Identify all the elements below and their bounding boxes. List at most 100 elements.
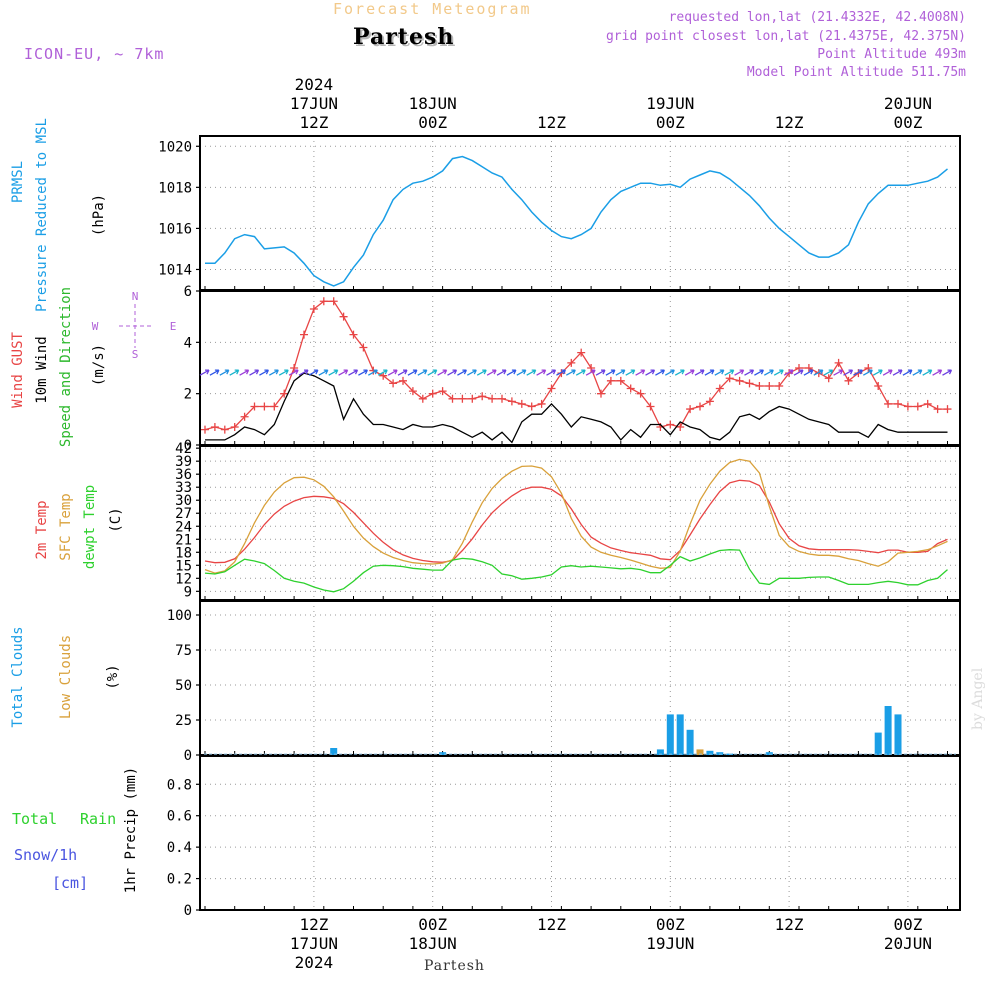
gust-marker: [626, 384, 635, 393]
compass-east: E: [170, 320, 177, 333]
wind-arrow: [565, 369, 576, 376]
gust-marker: [507, 397, 516, 406]
gust-marker: [735, 376, 744, 385]
dewpt-line: [204, 549, 948, 593]
top-time-label: 12Z: [299, 113, 328, 132]
temperature-tick-label: 24: [175, 519, 192, 535]
bottom-time-label-label: 2024: [295, 953, 334, 972]
pressure-tick-label: 1014: [158, 262, 192, 278]
wind-arrow: [358, 369, 368, 376]
gust-marker: [280, 389, 289, 398]
wind-arrow: [476, 369, 487, 376]
wind-10m-label: 10m Wind: [34, 336, 50, 403]
precip-rain-label: Rain: [80, 810, 116, 828]
pressure-label-msl: Pressure Reduced to MSL: [34, 118, 50, 312]
wind-arrow: [506, 369, 517, 376]
total-cloud-bar: [884, 706, 892, 755]
top-time-label: 12Z: [537, 113, 566, 132]
wind-arrow: [377, 369, 388, 376]
gust-marker: [527, 402, 536, 411]
dewpt-label: dewpt Temp: [82, 485, 98, 569]
model-altitude: Model Point Altitude 511.75m: [746, 65, 966, 80]
top-time-label: 18JUN: [409, 94, 457, 113]
bottom-time-label-label: 20JUN: [884, 934, 932, 953]
gust-marker: [458, 394, 467, 403]
precip-unit-label: 1hr Precip (mm): [123, 767, 139, 893]
wind-arrow: [318, 369, 329, 376]
wind-arrow: [298, 369, 309, 376]
pressure-tick-label: 1016: [158, 221, 192, 237]
wind-arrow: [239, 369, 250, 376]
total-cloud-bar: [706, 750, 714, 755]
precip-tick-label: 0.8: [167, 777, 192, 793]
wind-tick-label: 0: [184, 438, 192, 454]
temperature-tick-label: 27: [175, 506, 192, 522]
temperature-tick-label: 12: [175, 571, 192, 587]
wind-arrow: [922, 369, 933, 376]
sfc-temp-label: SFC Temp: [58, 493, 74, 560]
wind-arrow: [724, 369, 735, 376]
gust-marker: [250, 402, 259, 411]
wind-arrow: [209, 369, 220, 376]
wind-arrow: [278, 369, 289, 376]
temperature-tick-label: 33: [175, 480, 192, 496]
gust-marker: [517, 399, 526, 408]
grid-point-coords: grid point closest lon,lat (21.4375E, 42…: [605, 29, 966, 44]
wind-arrow: [813, 369, 824, 376]
precip-cm-label: [cm]: [52, 874, 88, 892]
temperature-tick-label: 9: [184, 584, 192, 600]
wind-arrow: [892, 369, 903, 376]
wind-tick-label: 6: [184, 284, 192, 300]
gust-marker: [636, 389, 645, 398]
clouds-tick-label: 50: [175, 678, 192, 694]
location-title: Partesh: [353, 24, 455, 50]
total-cloud-bar: [716, 752, 724, 755]
wind-arrow: [823, 369, 834, 376]
wind-arrow: [773, 369, 784, 376]
temperature-tick-label: 15: [175, 558, 192, 574]
top-time-label: 20JUN: [884, 94, 932, 113]
wind-arrow: [833, 369, 844, 376]
pressure-tick-label: 1018: [158, 180, 192, 196]
wind-arrow: [268, 369, 279, 376]
bottom-time-label-label: 19JUN: [646, 934, 694, 953]
wind-arrow: [763, 369, 774, 376]
gust-marker: [220, 425, 229, 434]
gust-marker: [468, 394, 477, 403]
top-time-label: 00Z: [418, 113, 447, 132]
temperature-tick-label: 39: [175, 454, 192, 470]
wind-arrow: [803, 369, 814, 376]
total-cloud-bar: [686, 729, 694, 755]
precip-tick-label: 0: [184, 903, 192, 919]
wind-arrow: [872, 369, 883, 376]
gust-marker: [725, 374, 734, 383]
wind-arrow: [536, 369, 547, 376]
gust-marker: [329, 297, 338, 306]
gust-marker: [300, 330, 308, 339]
gust-marker: [913, 402, 922, 411]
gust-marker: [745, 379, 754, 388]
wind-arrow: [259, 369, 269, 376]
gust-marker: [597, 389, 605, 398]
wind-arrow: [862, 369, 873, 376]
bottom-time-label-label: 12Z: [775, 915, 804, 934]
clouds-unit-label: (%): [105, 664, 121, 689]
precip-total-label: Total: [12, 810, 57, 828]
total-cloud-bar: [330, 748, 338, 755]
gust-marker: [260, 402, 269, 411]
gust-marker: [438, 387, 447, 396]
gust-marker: [210, 423, 219, 432]
total-cloud-bar: [874, 732, 882, 755]
gust-marker: [606, 376, 615, 385]
wind-arrow: [853, 369, 863, 376]
footer-location: Partesh: [424, 958, 485, 974]
wind-arrow: [635, 369, 646, 376]
temp-unit-label: (C): [108, 507, 124, 532]
wind-arrow: [427, 369, 438, 376]
gust-marker: [498, 394, 506, 403]
gust-marker: [577, 348, 586, 357]
wind-arrow: [229, 369, 240, 376]
temperature-tick-label: 21: [175, 532, 192, 548]
gust-marker: [874, 381, 883, 390]
